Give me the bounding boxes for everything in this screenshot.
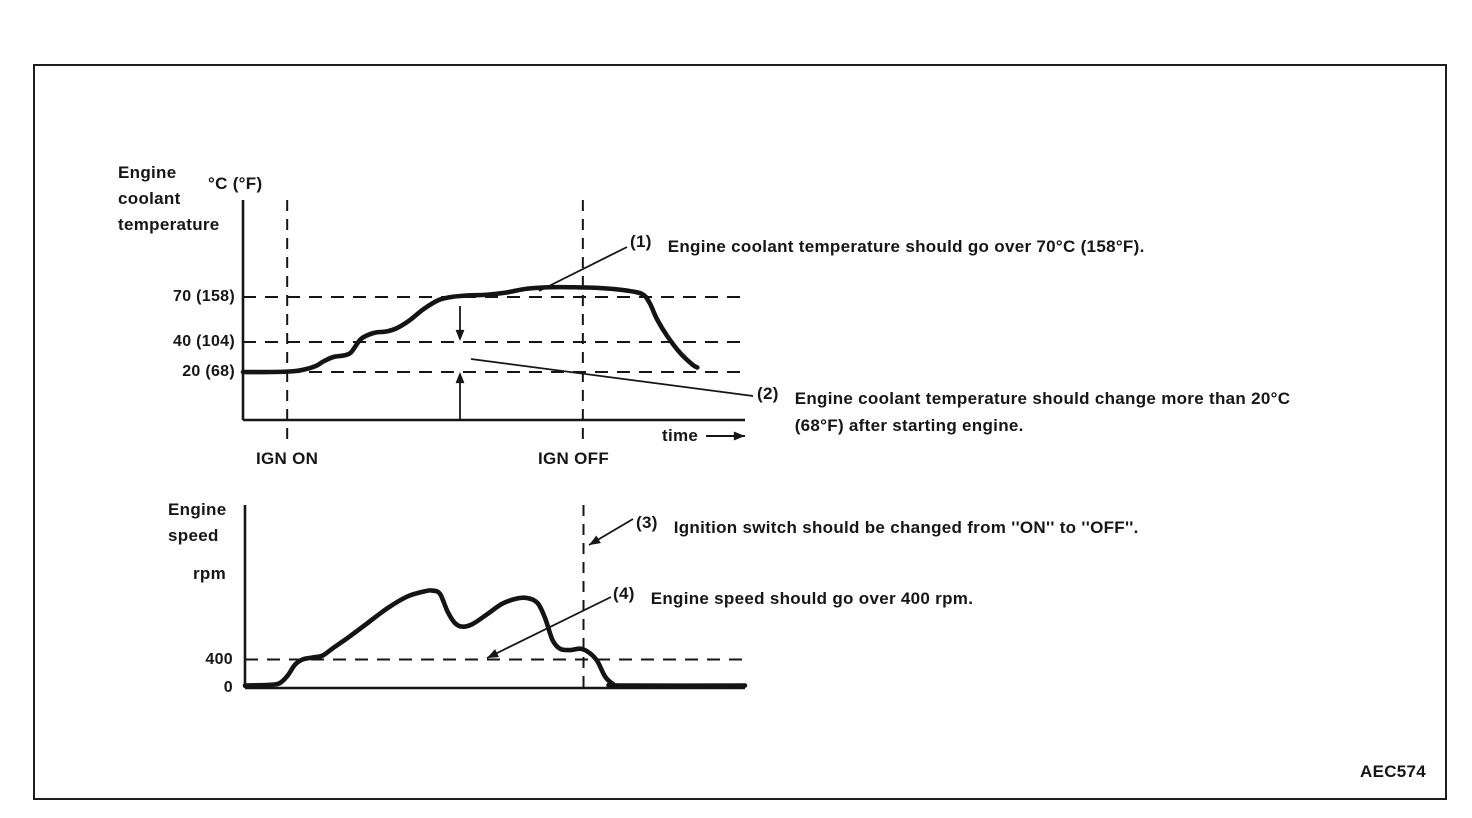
- annotation-3-text: Ignition switch should be changed from '…: [673, 518, 1139, 537]
- annotation-2-text: Engine coolant temperature should change…: [794, 389, 1291, 435]
- annotation-3-marker: (3): [636, 513, 658, 532]
- bottom-chart-tick-400: 400: [205, 651, 233, 668]
- time-axis-label: time: [662, 426, 699, 445]
- annotation-1-text: Engine coolant temperature should go ove…: [667, 237, 1145, 256]
- top-chart-tick-40: 40 (104): [173, 333, 235, 350]
- top-chart-y-axis-title: Engine coolant temperature: [118, 163, 220, 234]
- annotation-3: (3) Ignition switch should be changed fr…: [636, 514, 1139, 541]
- bottom-chart-tick-0: 0: [223, 679, 233, 696]
- figure-border: [33, 64, 1447, 800]
- annotation-4: (4) Engine speed should go over 400 rpm.: [613, 585, 973, 612]
- ign-off-label: IGN OFF: [538, 449, 610, 468]
- ign-on-label: IGN ON: [256, 449, 319, 468]
- annotation-1: (1) Engine coolant temperature should go…: [630, 233, 1145, 260]
- top-chart-tick-70: 70 (158): [173, 288, 235, 305]
- annotation-2-marker: (2): [757, 384, 779, 403]
- bottom-chart-unit-label: rpm: [193, 564, 227, 583]
- top-chart-tick-20: 20 (68): [182, 363, 235, 380]
- figure-code-label: AEC574: [1360, 762, 1427, 781]
- annotation-4-text: Engine speed should go over 400 rpm.: [650, 589, 974, 608]
- annotation-4-marker: (4): [613, 584, 635, 603]
- annotation-2: (2) Engine coolant temperature should ch…: [757, 385, 1290, 439]
- bottom-chart-y-axis-title: Engine speed: [168, 500, 227, 545]
- top-chart-unit-label: °C (°F): [208, 174, 263, 193]
- annotation-1-marker: (1): [630, 232, 652, 251]
